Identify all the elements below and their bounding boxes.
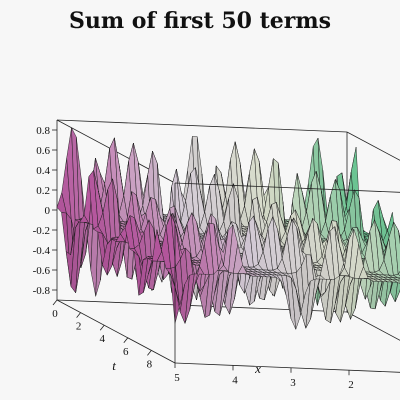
chart-title: Sum of first 50 terms xyxy=(69,8,331,34)
t-tick-label: 6 xyxy=(123,346,129,358)
z-tick-label: 0.6 xyxy=(36,145,50,157)
box-edge xyxy=(174,362,400,373)
t-tickmark xyxy=(76,312,81,318)
z-tick-label: -0.8 xyxy=(33,285,51,297)
x-tick-label: 3 xyxy=(290,377,296,389)
z-tick-label: 0.4 xyxy=(36,165,50,177)
t-tick-label: 2 xyxy=(76,321,82,333)
surface-cell xyxy=(397,277,400,280)
x-axis-label: x xyxy=(254,361,261,376)
z-tick-label: -0.4 xyxy=(33,245,51,257)
z-tick-label: 0 xyxy=(45,205,51,217)
axis-ticks: 0.80.60.40.20-0.2-0.4-0.6-0.802468012345 xyxy=(33,125,354,391)
box-edge xyxy=(346,311,400,341)
x-tick-label: 2 xyxy=(348,379,354,391)
surface-cell xyxy=(393,221,400,275)
t-tick-label: 8 xyxy=(147,358,153,370)
t-tick-label: 0 xyxy=(52,308,58,320)
surface-mesh xyxy=(56,127,400,330)
z-tick-label: -0.2 xyxy=(33,225,50,237)
t-axis-label: t xyxy=(112,358,116,373)
t-tickmark xyxy=(147,350,152,356)
box-edge xyxy=(56,119,348,133)
plot-box-front xyxy=(56,182,400,373)
z-tick-label: 0.2 xyxy=(36,185,50,197)
t-tickmark xyxy=(99,324,105,331)
box-edge xyxy=(174,182,400,193)
z-tick-label: 0.8 xyxy=(36,125,50,137)
surface-cell xyxy=(397,279,400,283)
z-tick-label: -0.6 xyxy=(33,265,51,277)
surface-cell xyxy=(393,274,400,279)
t-tick-label: 4 xyxy=(99,333,105,345)
box-edge xyxy=(56,299,176,364)
box-edge xyxy=(346,131,400,161)
x-tick-label: 4 xyxy=(232,374,238,386)
x-tick-label: 5 xyxy=(174,372,180,384)
t-tickmark xyxy=(52,299,58,306)
t-tickmark xyxy=(123,337,129,344)
